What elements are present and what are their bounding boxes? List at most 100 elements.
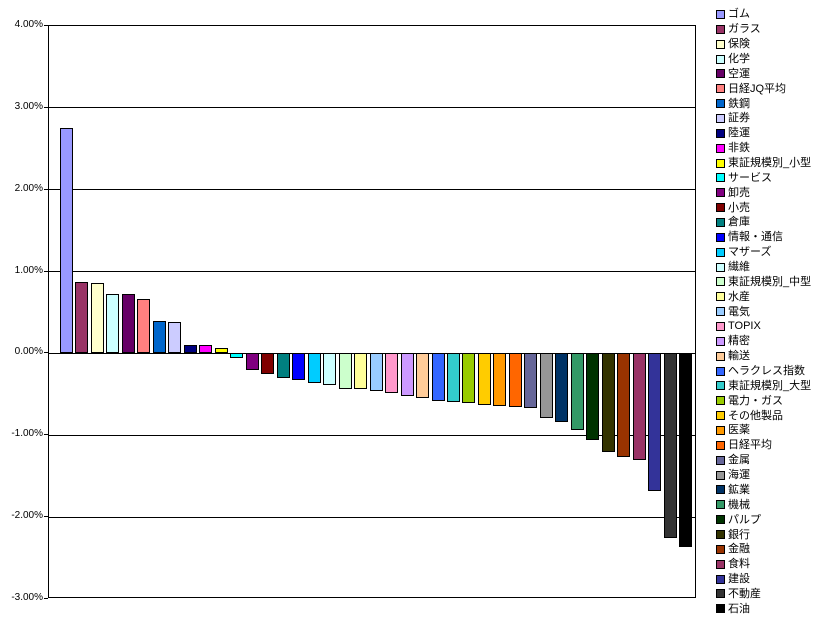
- legend-swatch-icon: [716, 470, 725, 480]
- legend-item-銀行[interactable]: 銀行: [716, 527, 824, 542]
- bar-陸運[interactable]: [183, 345, 197, 354]
- bar-日経平均[interactable]: [508, 353, 522, 407]
- bar-マザーズ[interactable]: [307, 353, 321, 383]
- legend-label: ガラス: [728, 23, 761, 36]
- legend-item-水産[interactable]: 水産: [716, 289, 824, 304]
- y-axis-label: -1.00%: [11, 428, 43, 440]
- legend-item-サービス[interactable]: サービス: [716, 170, 824, 185]
- bar-東証規模別_小型[interactable]: [214, 347, 228, 354]
- bar-建設[interactable]: [648, 353, 662, 491]
- bar-ガラス[interactable]: [75, 282, 89, 354]
- legend-label: 繊維: [728, 261, 750, 274]
- bar-銀行[interactable]: [601, 353, 615, 452]
- bar-証券[interactable]: [168, 321, 182, 354]
- y-axis-label: 1.00%: [14, 264, 43, 276]
- bar-化学[interactable]: [106, 293, 120, 354]
- bar-倉庫[interactable]: [276, 353, 290, 378]
- bar-パルプ[interactable]: [586, 353, 600, 441]
- legend-item-ヘラクレス指数[interactable]: ヘラクレス指数: [716, 364, 824, 379]
- bar-不動産[interactable]: [663, 353, 677, 539]
- legend-item-ガラス[interactable]: ガラス: [716, 22, 824, 37]
- legend-item-精密[interactable]: 精密: [716, 334, 824, 349]
- legend-item-空運[interactable]: 空運: [716, 66, 824, 81]
- legend-label: 情報・通信: [728, 231, 783, 244]
- bar-水産[interactable]: [354, 353, 368, 390]
- legend-item-金融[interactable]: 金融: [716, 542, 824, 557]
- legend-label: 電力・ガス: [728, 394, 783, 407]
- legend-item-化学[interactable]: 化学: [716, 52, 824, 67]
- legend-item-鉄鋼[interactable]: 鉄鋼: [716, 96, 824, 111]
- legend-item-TOPIX[interactable]: TOPIX: [716, 319, 824, 334]
- legend-item-卸売[interactable]: 卸売: [716, 185, 824, 200]
- legend-item-情報・通信[interactable]: 情報・通信: [716, 230, 824, 245]
- legend-item-東証規模別_小型[interactable]: 東証規模別_小型: [716, 156, 824, 171]
- bar-TOPIX[interactable]: [385, 353, 399, 393]
- bar-金属[interactable]: [524, 353, 538, 409]
- legend-item-医薬[interactable]: 医薬: [716, 423, 824, 438]
- y-axis-label: 0.00%: [14, 346, 43, 358]
- bar-その他製品[interactable]: [477, 353, 491, 405]
- legend-label: TOPIX: [728, 320, 761, 333]
- bar-電力・ガス[interactable]: [462, 353, 476, 404]
- legend-swatch-icon: [716, 589, 725, 599]
- y-axis-label: 4.00%: [14, 19, 43, 30]
- legend-swatch-icon: [716, 247, 725, 257]
- legend-item-倉庫[interactable]: 倉庫: [716, 215, 824, 230]
- legend-item-食料[interactable]: 食料: [716, 557, 824, 572]
- gridline: [49, 107, 695, 109]
- legend-label: 卸売: [728, 186, 750, 199]
- legend-item-電力・ガス[interactable]: 電力・ガス: [716, 393, 824, 408]
- legend-item-その他製品[interactable]: その他製品: [716, 408, 824, 423]
- legend-item-東証規模別_中型[interactable]: 東証規模別_中型: [716, 274, 824, 289]
- bar-ヘラクレス指数[interactable]: [431, 353, 445, 401]
- bar-海運[interactable]: [539, 353, 553, 419]
- legend-item-証券[interactable]: 証券: [716, 111, 824, 126]
- legend-item-海運[interactable]: 海運: [716, 468, 824, 483]
- bar-非鉄[interactable]: [199, 345, 213, 354]
- legend-item-マザーズ[interactable]: マザーズ: [716, 245, 824, 260]
- legend-item-陸運[interactable]: 陸運: [716, 126, 824, 141]
- legend-label: 証券: [728, 112, 750, 125]
- legend: ゴム ガラス保険 化学 空運 日経JQ平均 鉄鋼 証券 陸運 非鉄 東証規模別_小型 サービス 卸売小…: [716, 7, 824, 616]
- bar-情報・通信[interactable]: [292, 353, 306, 381]
- legend-item-小売[interactable]: 小売: [716, 200, 824, 215]
- bar-鉄鋼[interactable]: [152, 320, 166, 354]
- legend-item-日経平均[interactable]: 日経平均: [716, 438, 824, 453]
- bar-サービス[interactable]: [230, 353, 244, 358]
- bar-機械[interactable]: [570, 353, 584, 430]
- bar-空運[interactable]: [121, 294, 135, 354]
- legend-item-非鉄[interactable]: 非鉄: [716, 141, 824, 156]
- bar-食料[interactable]: [632, 353, 646, 460]
- bar-保険[interactable]: [90, 283, 104, 354]
- legend-item-繊維[interactable]: 繊維: [716, 260, 824, 275]
- bar-金融[interactable]: [617, 353, 631, 457]
- bar-繊維[interactable]: [323, 353, 337, 386]
- legend-item-日経JQ平均[interactable]: 日経JQ平均: [716, 81, 824, 96]
- bar-東証規模別_中型[interactable]: [338, 353, 352, 389]
- bar-電気[interactable]: [369, 353, 383, 392]
- legend-item-ゴム[interactable]: ゴム: [716, 7, 824, 22]
- legend-label: その他製品: [728, 409, 783, 422]
- bar-輸送[interactable]: [416, 353, 430, 398]
- legend-item-東証規模別_大型[interactable]: 東証規模別_大型: [716, 378, 824, 393]
- legend-item-輸送[interactable]: 輸送: [716, 349, 824, 364]
- legend-item-パルプ[interactable]: パルプ: [716, 512, 824, 527]
- bar-石油[interactable]: [679, 353, 693, 548]
- legend-item-保険[interactable]: 保険: [716, 37, 824, 52]
- legend-item-電気[interactable]: 電気: [716, 304, 824, 319]
- bar-医薬[interactable]: [493, 353, 507, 406]
- bar-日経JQ平均[interactable]: [137, 298, 151, 354]
- bar-東証規模別_大型[interactable]: [447, 353, 460, 402]
- legend-item-建設[interactable]: 建設: [716, 572, 824, 587]
- legend-item-石油[interactable]: 石油: [716, 601, 824, 616]
- legend-item-金属[interactable]: 金属: [716, 453, 824, 468]
- bar-小売[interactable]: [261, 353, 275, 374]
- bar-卸売[interactable]: [245, 353, 259, 370]
- legend-item-機械[interactable]: 機械: [716, 497, 824, 512]
- legend-item-不動産[interactable]: 不動産: [716, 587, 824, 602]
- legend-label: 保険: [728, 38, 750, 51]
- legend-item-鉱業[interactable]: 鉱業: [716, 483, 824, 498]
- bar-鉱業[interactable]: [555, 353, 569, 423]
- bar-ゴム[interactable]: [60, 128, 73, 354]
- bar-精密[interactable]: [400, 353, 414, 396]
